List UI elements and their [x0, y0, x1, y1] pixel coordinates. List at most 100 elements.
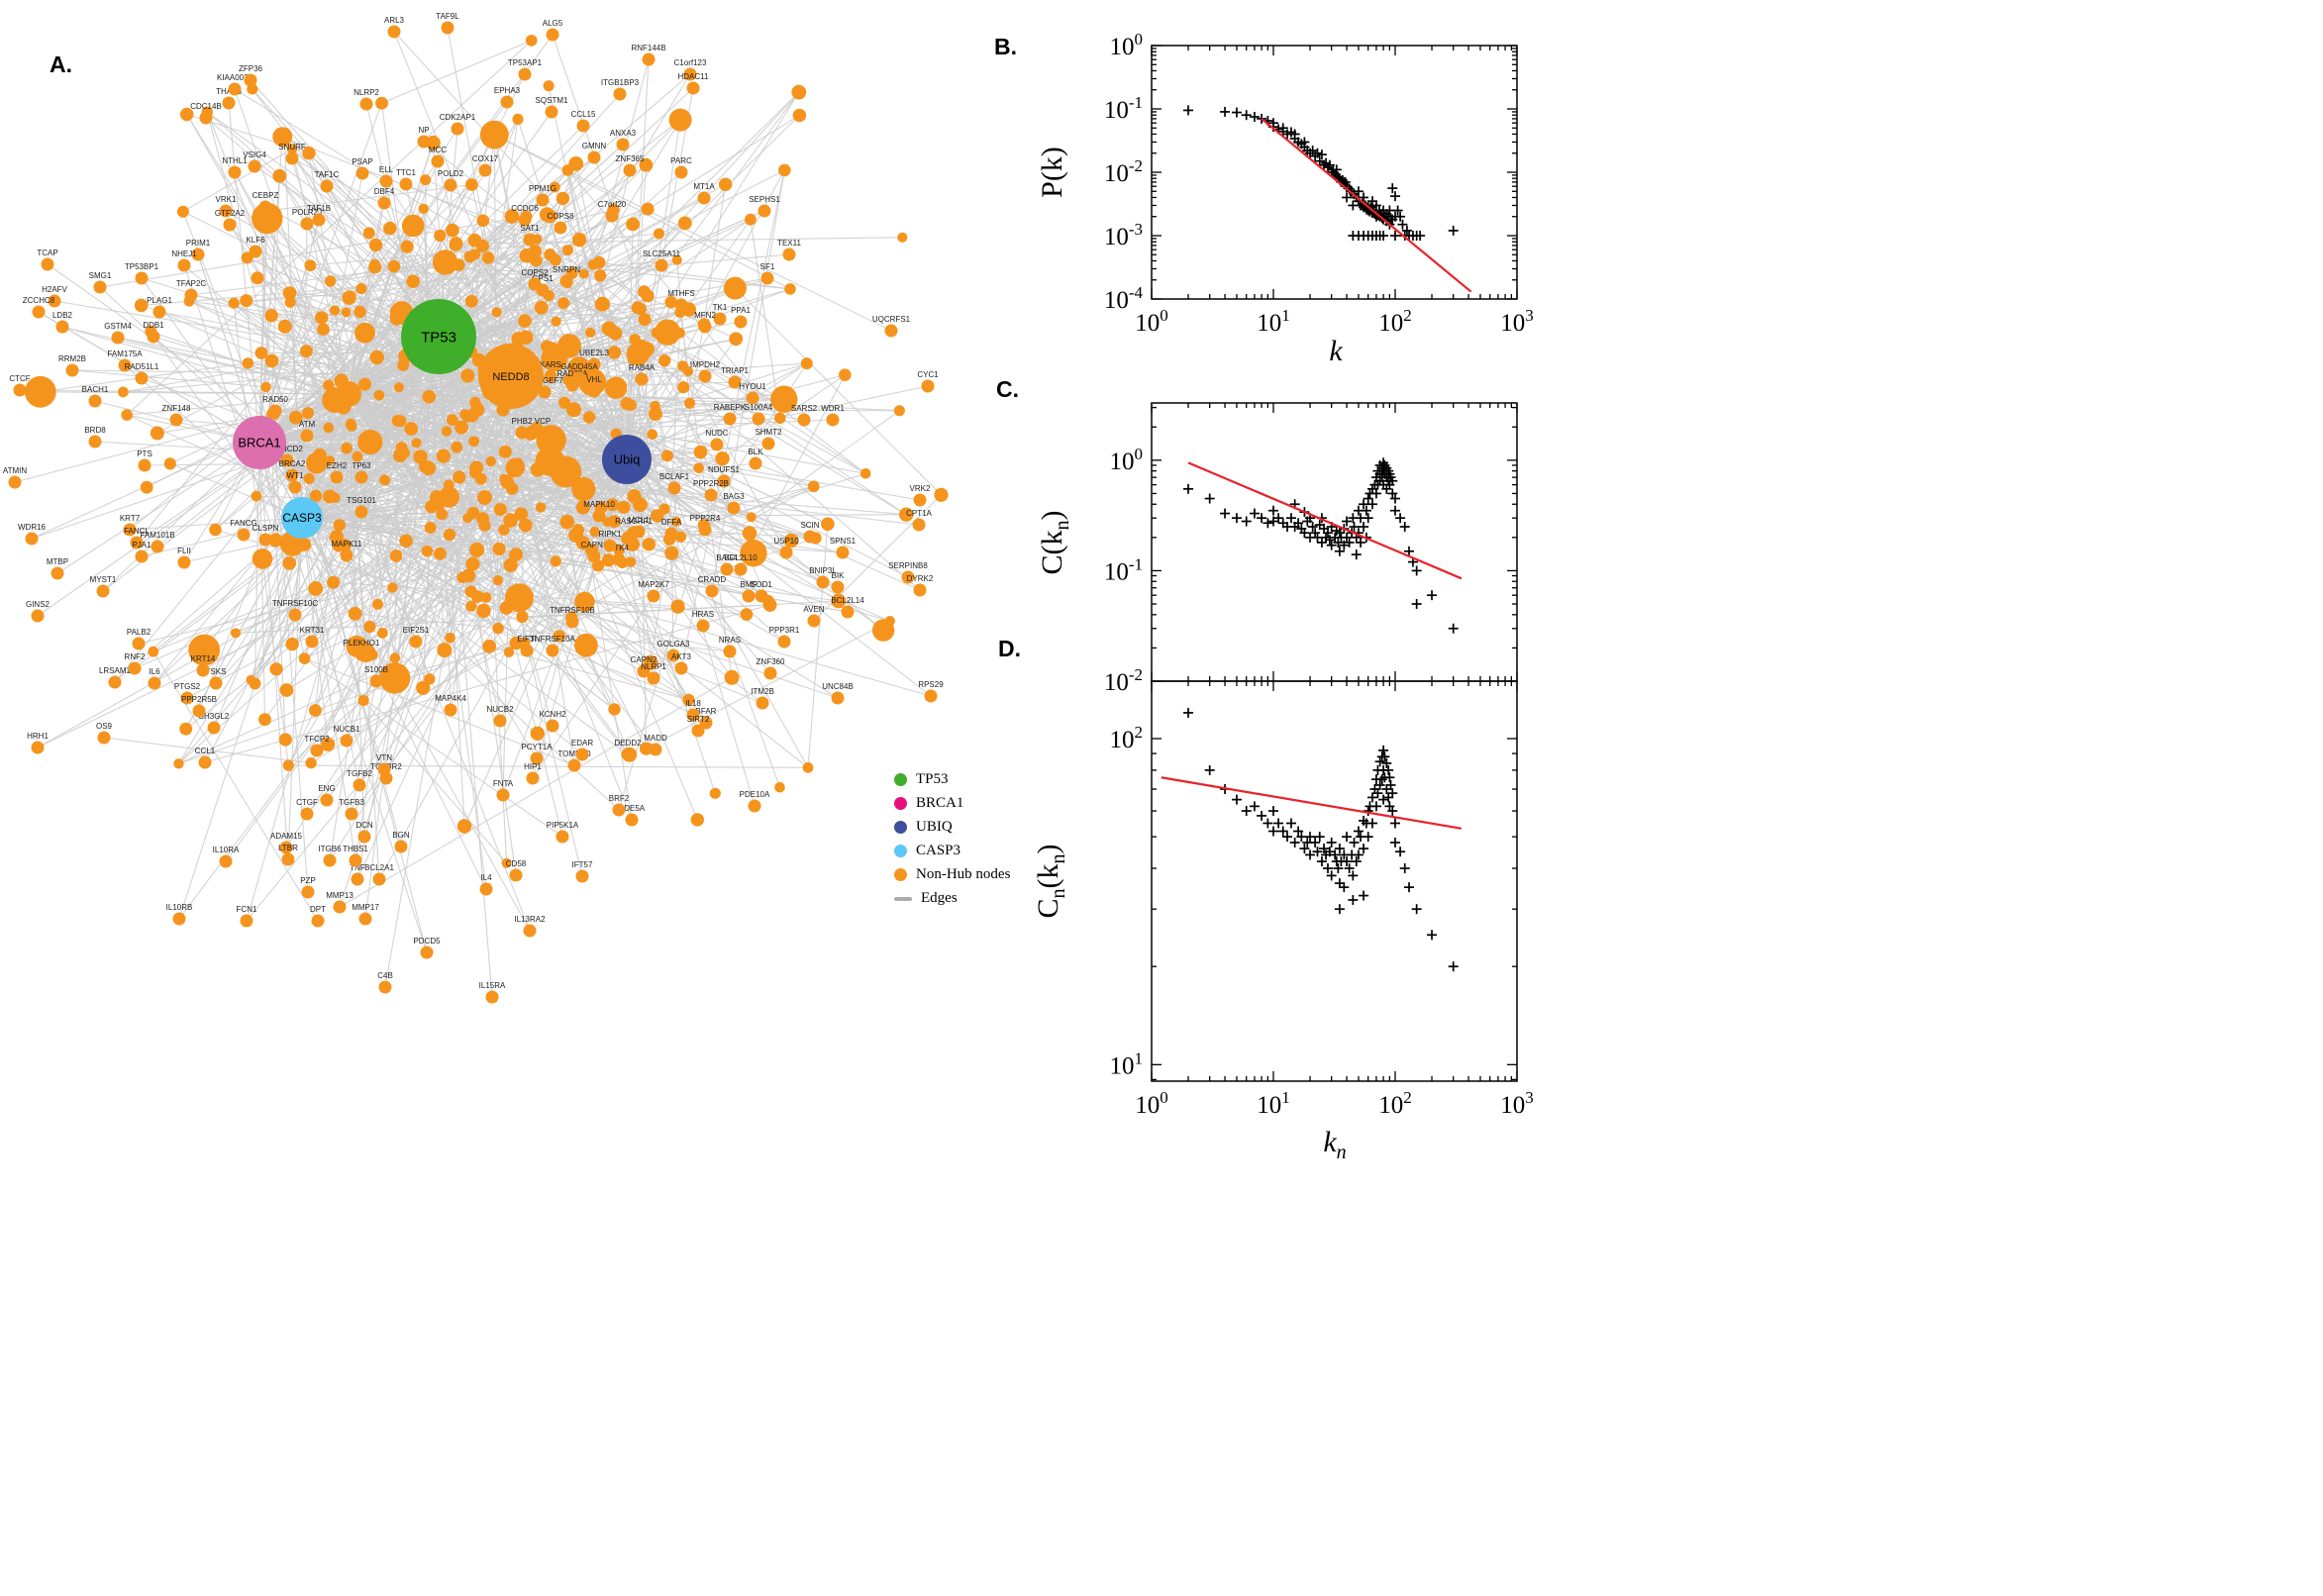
network-node-label: GADD45A [560, 362, 598, 371]
x-axis-label: kn [1323, 1126, 1346, 1163]
network-node [368, 238, 383, 252]
network-node-label: THBS1 [343, 845, 368, 853]
network-node [96, 584, 110, 598]
network-node [602, 517, 613, 527]
network-node-label: BRD8 [84, 426, 106, 435]
network-node [625, 556, 637, 567]
network-node [65, 363, 79, 377]
network-node-label: VHL [586, 375, 602, 384]
network-node [683, 67, 697, 81]
network-node [550, 555, 561, 567]
network-node-label: PRIM1 [186, 239, 211, 248]
network-node [387, 582, 398, 593]
network-node [375, 96, 388, 110]
network-node [479, 120, 509, 150]
network-node [354, 305, 366, 319]
network-node [507, 466, 518, 478]
network-node [389, 549, 403, 562]
network-node [355, 166, 369, 180]
network-node-label: EDAR [571, 739, 593, 748]
axis-tick-label: 103 [1500, 1088, 1534, 1119]
network-node-label: TNF [350, 863, 365, 872]
network-node [698, 369, 712, 383]
network-node-label: RRM2B [58, 354, 86, 363]
scatter-points [1183, 105, 1459, 241]
network-node [348, 607, 362, 621]
network-node [626, 217, 640, 232]
network-node [278, 733, 292, 747]
network-node [400, 240, 414, 253]
network-node [420, 174, 432, 186]
network-node-label: NTHL1 [222, 156, 248, 165]
network-node [340, 734, 354, 748]
chart-panel-D: 100 101 102 103 101 102 kn Cn(kn) [1032, 680, 1534, 1163]
network-node [491, 307, 502, 318]
network-node [311, 914, 325, 928]
network-node-label: BCLAF1 [659, 472, 690, 481]
network-node-label: ADAM15 [270, 832, 303, 841]
network-node [88, 435, 102, 449]
network-node [377, 762, 391, 776]
network-node [528, 277, 542, 291]
axis-ticks [1151, 45, 1518, 300]
network-node-label: RNF2 [125, 652, 146, 661]
network-node [260, 381, 271, 393]
network-node [424, 673, 436, 685]
network-node [269, 662, 283, 676]
network-node [288, 608, 302, 622]
network-node [677, 381, 690, 394]
network-node-label: PZP [300, 876, 316, 885]
network-node [518, 213, 532, 227]
network-node-label: RAD23A [556, 369, 588, 378]
network-node [399, 177, 413, 191]
network-node [467, 233, 482, 248]
network-node-label: MADD [644, 734, 667, 743]
network-node [188, 634, 221, 666]
network-node [729, 332, 744, 347]
network-node [308, 581, 324, 596]
network-node [728, 375, 742, 389]
network-node [394, 415, 407, 428]
network-node [503, 513, 518, 528]
hub-node-ubiq [602, 435, 652, 484]
network-node-label: IFT57 [572, 860, 593, 869]
network-node [478, 163, 492, 177]
network-node-label: C1orf123 [674, 58, 707, 67]
network-node [647, 589, 660, 603]
network-node [327, 575, 341, 589]
network-node-label: TNFRSF10A [530, 635, 575, 644]
network-node [482, 639, 497, 653]
network-node [773, 412, 786, 425]
network-node [173, 758, 184, 769]
network-node [310, 744, 324, 757]
network-node [147, 330, 160, 344]
network-node-label: IL18 [685, 699, 701, 708]
network-node-label: FLII [177, 547, 191, 555]
network-node [601, 553, 616, 567]
network-node-label: TNFRSF10C [272, 599, 318, 608]
axis-tick-label: 10-1 [1104, 93, 1143, 124]
network-node [575, 748, 589, 761]
network-node [623, 163, 637, 177]
network-node [282, 759, 294, 771]
network-node [589, 526, 600, 538]
network-node-label: RAD51L1 [125, 362, 159, 371]
network-node-label: CCL15 [571, 110, 596, 119]
network-node [648, 407, 662, 422]
network-node-label: FCN1 [237, 905, 257, 914]
network-node [500, 95, 514, 109]
network-node [277, 127, 291, 142]
network-node [88, 394, 102, 408]
network-node [466, 506, 480, 520]
fit-line [1161, 776, 1463, 830]
network-node [372, 598, 383, 610]
network-node [526, 771, 540, 785]
network-node [603, 539, 617, 552]
network-node-label: TAF1B [307, 204, 331, 213]
network-node [734, 562, 748, 576]
network-node-label: DBF4 [374, 187, 395, 196]
network-node [774, 781, 785, 793]
network-node [358, 377, 371, 391]
network-node [797, 413, 811, 427]
network-node-label: TAF9L [436, 12, 459, 21]
